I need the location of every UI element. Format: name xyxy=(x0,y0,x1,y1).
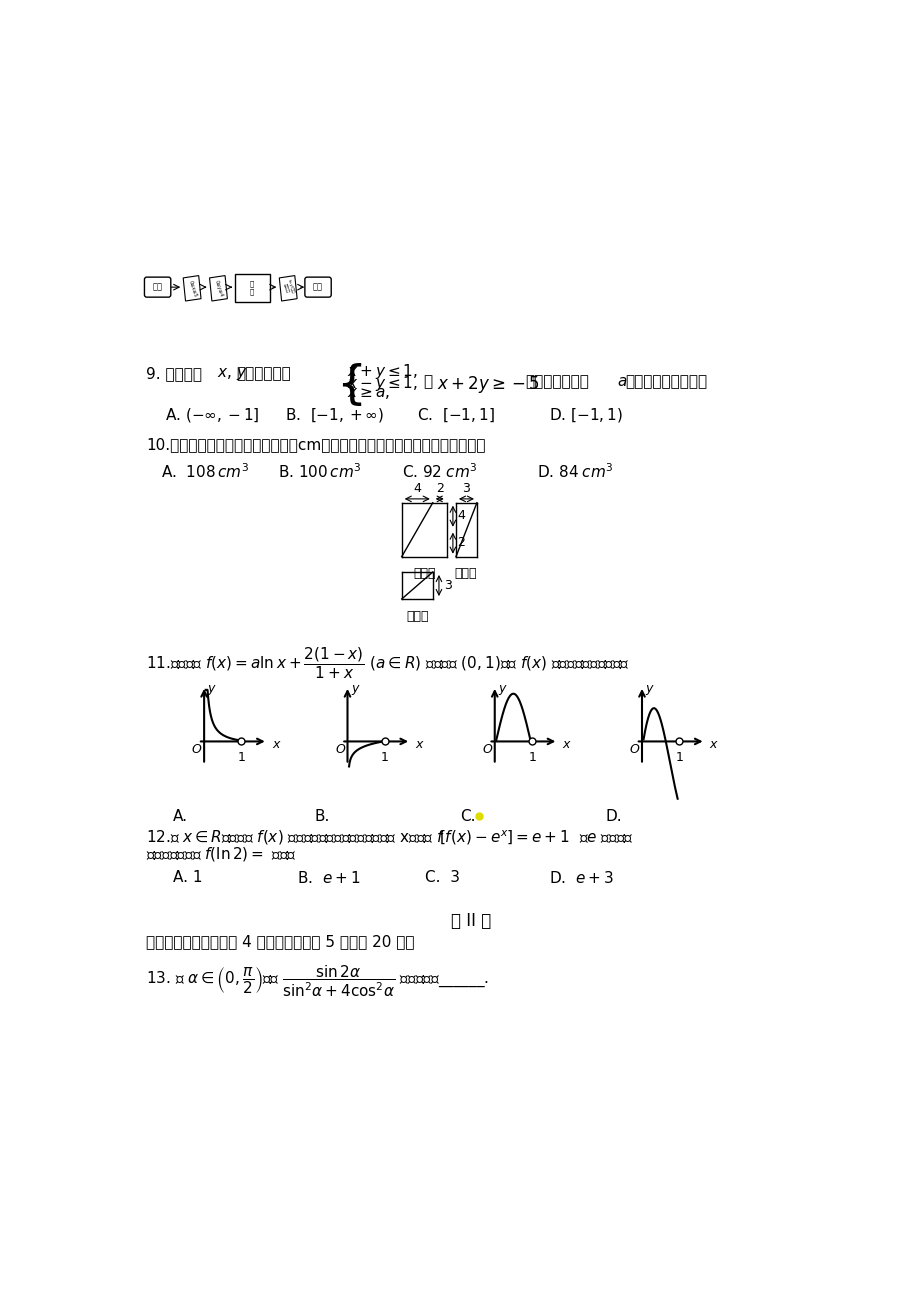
Text: D.: D. xyxy=(605,810,621,824)
Text: B. $100\,cm^3$: B. $100\,cm^3$ xyxy=(278,462,361,480)
Text: 满足约束条件: 满足约束条件 xyxy=(236,367,291,381)
Text: $x + y \leq 1,$: $x + y \leq 1,$ xyxy=(347,362,418,380)
Text: 0≤y≤4: 0≤y≤4 xyxy=(213,280,223,298)
Text: B.: B. xyxy=(314,810,330,824)
Text: 正视图: 正视图 xyxy=(413,568,435,581)
Text: 13. 若 $\alpha \in \left(0, \dfrac{\pi}{2}\right)$，则 $\dfrac{\sin 2\alpha}{\sin^2: 13. 若 $\alpha \in \left(0, \dfrac{\pi}{2… xyxy=(146,963,489,999)
Text: $O$: $O$ xyxy=(335,742,346,755)
Text: $x$: $x$ xyxy=(414,738,425,751)
Polygon shape xyxy=(210,276,227,301)
Text: D.  $e+3$: D. $e+3$ xyxy=(549,870,613,887)
Text: D. $[-1,1)$: D. $[-1,1)$ xyxy=(549,406,622,424)
Text: D. $84\;cm^3$: D. $84\;cm^3$ xyxy=(537,462,614,480)
Text: (x,y)是否
满足条件: (x,y)是否 满足条件 xyxy=(282,279,295,296)
Text: A. 1: A. 1 xyxy=(173,870,202,885)
Text: C.  $[-1,1]$: C. $[-1,1]$ xyxy=(417,406,494,424)
Text: 10.已知某几何体的三视图（单位：cm）如图所示，则该几何体的体积是（　）: 10.已知某几何体的三视图（单位：cm）如图所示，则该几何体的体积是（ ） xyxy=(146,437,485,452)
Text: $O$: $O$ xyxy=(482,742,493,755)
Text: $x$: $x$ xyxy=(562,738,572,751)
Text: 3: 3 xyxy=(461,482,470,495)
Text: 12.设 $x\in R$，若函数 $f(x)$ 为单调递增函数，且对任意实数 x，都有 $f\!\left[f(x)-e^x\right]=e+1$  （$e: 12.设 $x\in R$，若函数 $f(x)$ 为单调递增函数，且对任意实数 … xyxy=(146,828,633,848)
FancyBboxPatch shape xyxy=(304,277,331,297)
Text: 4: 4 xyxy=(413,482,421,495)
Text: $1$: $1$ xyxy=(380,751,389,764)
Polygon shape xyxy=(279,276,297,301)
Text: 若: 若 xyxy=(423,374,432,389)
Text: $x \geq a,$: $x \geq a,$ xyxy=(347,387,390,401)
Text: A.: A. xyxy=(173,810,187,824)
Text: 数的底数），则 $f(\ln 2)=$ （　）: 数的底数），则 $f(\ln 2)=$ （ ） xyxy=(146,845,296,863)
Text: A. $(-\infty,-1]$: A. $(-\infty,-1]$ xyxy=(165,406,259,424)
Text: 二、填空题：本大题共 4 个小题，每小题 5 分，共 20 分。: 二、填空题：本大题共 4 个小题，每小题 5 分，共 20 分。 xyxy=(146,934,414,949)
Text: B.  $e+1$: B. $e+1$ xyxy=(297,870,360,887)
Text: $a$: $a$ xyxy=(617,374,627,389)
Text: 2: 2 xyxy=(436,482,443,495)
Text: 恒成立，则实数: 恒成立，则实数 xyxy=(525,374,589,389)
Text: $x + 2y \geq -5$: $x + 2y \geq -5$ xyxy=(437,374,539,395)
Text: C. $92\;cm^3$: C. $92\;cm^3$ xyxy=(402,462,477,480)
Text: $x - y \leq 1,$: $x - y \leq 1,$ xyxy=(347,374,418,393)
FancyBboxPatch shape xyxy=(144,277,171,297)
Text: 9. 已知变量: 9. 已知变量 xyxy=(146,367,202,381)
Text: $y$: $y$ xyxy=(497,684,507,697)
Text: 第 II 卷: 第 II 卷 xyxy=(451,913,491,931)
Text: C.: C. xyxy=(460,810,475,824)
Text: C.  3: C. 3 xyxy=(425,870,460,885)
Bar xyxy=(235,273,269,302)
Text: $x$: $x$ xyxy=(709,738,719,751)
Text: $O$: $O$ xyxy=(191,742,202,755)
Text: $1$: $1$ xyxy=(237,751,245,764)
Text: $y$: $y$ xyxy=(350,684,360,697)
Text: $x$: $x$ xyxy=(271,738,281,751)
Text: 输出: 输出 xyxy=(312,283,323,292)
Text: 4: 4 xyxy=(457,509,465,522)
Text: $1$: $1$ xyxy=(527,751,536,764)
Text: 开始: 开始 xyxy=(153,283,163,292)
Text: $x$, $y$: $x$, $y$ xyxy=(217,366,247,383)
Text: $O$: $O$ xyxy=(629,742,640,755)
Text: 0≤x≤5: 0≤x≤5 xyxy=(187,280,198,298)
Text: $1$: $1$ xyxy=(675,751,683,764)
Text: 3: 3 xyxy=(443,578,451,591)
Text: 的取值范围为（　）: 的取值范围为（ ） xyxy=(625,374,707,389)
Text: {: { xyxy=(335,363,366,409)
Text: $y$: $y$ xyxy=(207,684,217,697)
Text: 11.已知函数 $f(x) = a\ln x + \dfrac{2(1-x)}{1+x}$ $(a \in R)$ 定义域为 $(0,1)$，则 $f(x)$ : 11.已知函数 $f(x) = a\ln x + \dfrac{2(1-x)}{… xyxy=(146,646,630,681)
Text: 侧视图: 侧视图 xyxy=(454,568,477,581)
Text: B.  $[-1,+\infty)$: B. $[-1,+\infty)$ xyxy=(285,406,384,424)
Text: 俯视图: 俯视图 xyxy=(405,609,428,622)
Text: $y$: $y$ xyxy=(644,684,654,697)
Text: 2: 2 xyxy=(457,536,465,549)
Text: 判
断: 判 断 xyxy=(250,281,254,296)
Text: A.  $108\,cm^3$: A. $108\,cm^3$ xyxy=(162,462,250,480)
Polygon shape xyxy=(183,276,201,301)
